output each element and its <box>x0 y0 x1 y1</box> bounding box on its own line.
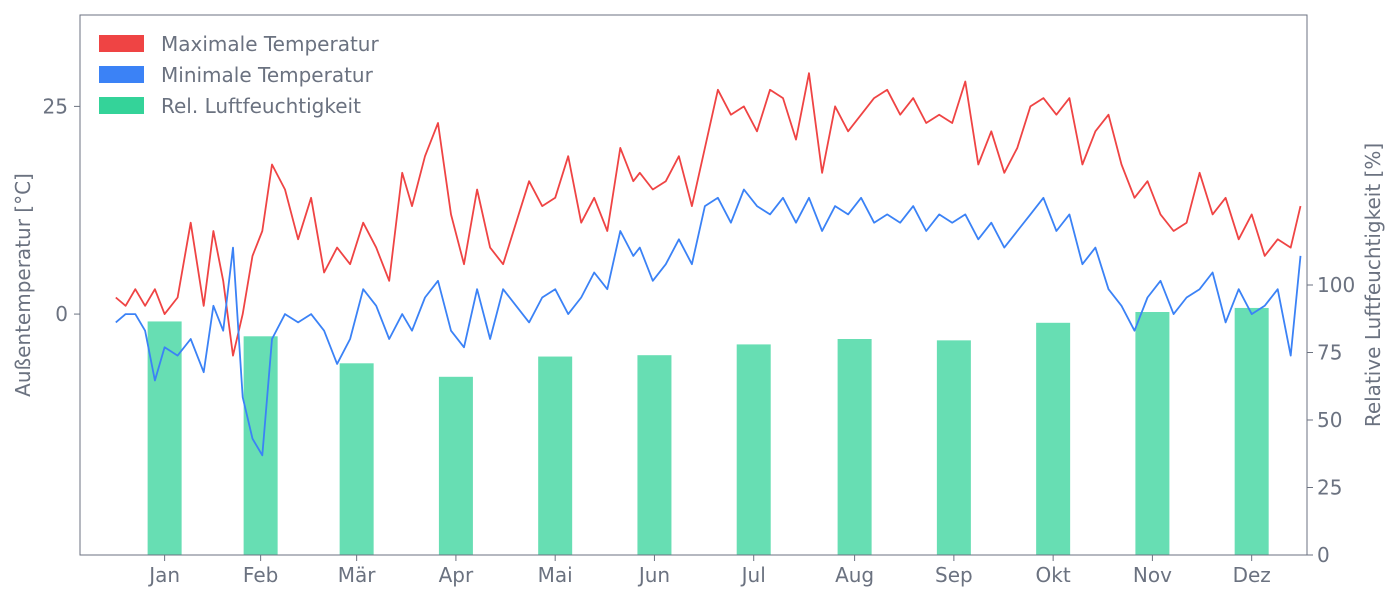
x-tick-label-8: Sep <box>935 563 973 587</box>
humidity-bar-apr <box>438 376 473 555</box>
right-tick-label-0: 0 <box>1317 543 1330 567</box>
left-tick-label-25: 25 <box>43 94 68 118</box>
humidity-bar-nov <box>1135 312 1170 555</box>
x-tick-label-11: Dez <box>1233 563 1271 587</box>
humidity-bar-feb <box>243 336 278 555</box>
y-axis-right-label: Relative Luftfeuchtigkeit [%] <box>1361 143 1385 427</box>
humidity-bar-jun <box>637 355 672 555</box>
x-tick-label-5: Jun <box>637 563 670 587</box>
humidity-bar-okt <box>1036 322 1071 555</box>
legend-label-max: Maximale Temperatur <box>161 32 379 56</box>
x-tick-label-0: Jan <box>147 563 180 587</box>
x-tick-label-10: Nov <box>1133 563 1172 587</box>
humidity-bar-jul <box>736 344 771 555</box>
x-axis: Jan Feb Mär Apr Mai Jun Jul Aug Sep Okt Nov Dez <box>147 555 1271 587</box>
right-axis: 0 25 50 75 100 <box>1307 273 1355 567</box>
humidity-bar-aug <box>837 339 872 555</box>
x-tick-label-4: Mai <box>538 563 573 587</box>
humidity-bars <box>147 307 1269 555</box>
left-axis: 0 25 <box>43 94 80 326</box>
x-tick-label-7: Aug <box>835 563 874 587</box>
legend: Maximale Temperatur Minimale Temperatur … <box>99 32 379 118</box>
x-tick-label-1: Feb <box>243 563 278 587</box>
temperature-lines <box>115 72 1302 457</box>
legend-swatch-max <box>99 35 144 52</box>
min-temperature-line <box>115 188 1302 457</box>
humidity-bar-mär <box>339 363 374 555</box>
legend-item-humidity: Rel. Luftfeuchtigkeit <box>99 94 361 118</box>
x-tick-label-9: Okt <box>1036 563 1071 587</box>
right-tick-label-25: 25 <box>1317 476 1342 500</box>
x-tick-label-3: Apr <box>439 563 474 587</box>
humidity-bar-mai <box>538 356 573 555</box>
right-tick-label-75: 75 <box>1317 341 1342 365</box>
legend-label-humidity: Rel. Luftfeuchtigkeit <box>161 94 361 118</box>
max-temperature-line <box>115 72 1302 357</box>
legend-swatch-humidity <box>99 97 144 114</box>
humidity-bar-jan <box>147 321 182 555</box>
x-tick-label-2: Mär <box>338 563 377 587</box>
legend-label-min: Minimale Temperatur <box>161 63 374 87</box>
legend-item-min: Minimale Temperatur <box>99 63 374 87</box>
x-tick-label-6: Jul <box>740 563 766 587</box>
humidity-bar-dez <box>1234 307 1269 555</box>
legend-swatch-min <box>99 66 144 83</box>
right-tick-label-100: 100 <box>1317 273 1355 297</box>
left-tick-label-0: 0 <box>55 302 68 326</box>
legend-item-max: Maximale Temperatur <box>99 32 379 56</box>
humidity-bar-sep <box>936 340 971 555</box>
right-tick-label-50: 50 <box>1317 408 1342 432</box>
y-axis-left-label: Außentemperatur [°C] <box>11 173 35 397</box>
